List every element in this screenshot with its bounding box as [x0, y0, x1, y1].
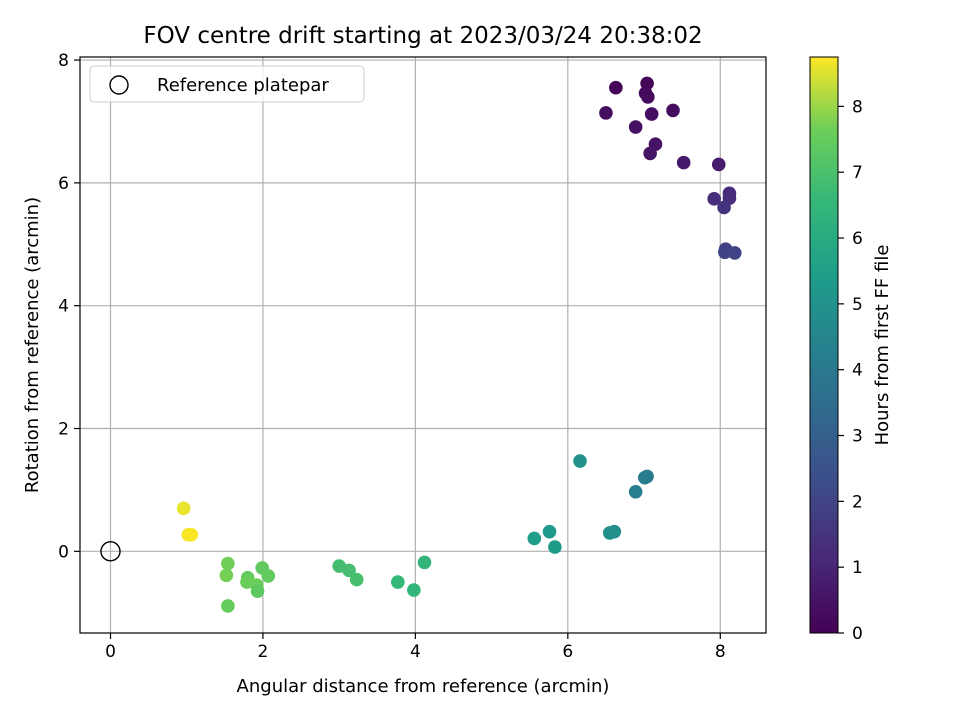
- colorbar-tick-label: 3: [852, 427, 863, 447]
- data-point: [342, 563, 356, 578]
- data-point: [219, 568, 234, 583]
- data-point: [609, 80, 623, 95]
- data-point: [221, 556, 235, 571]
- legend-marker-reference: [109, 75, 129, 95]
- scatter-points: [100, 76, 742, 613]
- plot-frame: [79, 56, 767, 634]
- data-point: [527, 531, 542, 546]
- y-tick-label: 4: [58, 297, 69, 317]
- data-point: [391, 575, 405, 589]
- colorbar-tick-label: 6: [852, 229, 863, 249]
- data-point: [184, 527, 199, 542]
- data-point: [727, 246, 742, 260]
- colorbar-tick-label: 1: [852, 558, 863, 578]
- x-tick-label: 6: [562, 642, 573, 662]
- data-point: [599, 106, 613, 120]
- data-point: [602, 526, 617, 540]
- x-axis-label: Angular distance from reference (arcmin): [237, 676, 610, 697]
- y-tick-label: 8: [58, 51, 69, 71]
- data-point: [711, 157, 726, 172]
- colorbar-tick-label: 0: [852, 624, 863, 644]
- y-axis-label: Rotation from reference (arcmin): [22, 197, 43, 493]
- y-tick-label: 6: [58, 174, 69, 194]
- y-tick-label: 0: [58, 542, 69, 562]
- data-point: [261, 569, 276, 583]
- chart-title: FOV centre drift starting at 2023/03/24 …: [143, 23, 702, 49]
- data-point: [666, 103, 680, 118]
- data-point: [628, 484, 643, 499]
- data-point: [250, 584, 265, 599]
- colorbar-tick-label: 5: [852, 295, 863, 315]
- data-point: [542, 524, 557, 539]
- data-point: [707, 192, 721, 206]
- data-point: [349, 572, 364, 587]
- x-tick-label: 0: [105, 642, 116, 662]
- legend-box: [89, 65, 365, 103]
- x-tick-label: 8: [715, 642, 726, 662]
- x-tick-label: 4: [410, 642, 421, 662]
- data-point: [676, 155, 691, 170]
- data-point: [641, 90, 655, 104]
- colorbar-tick-label: 7: [852, 163, 863, 183]
- data-point: [644, 107, 659, 121]
- colorbar-label: Hours from first FF file: [872, 245, 893, 446]
- data-point: [638, 470, 652, 485]
- y-tick-label: 2: [58, 420, 69, 440]
- data-point: [573, 454, 587, 468]
- data-point: [643, 146, 657, 161]
- data-point: [717, 200, 731, 215]
- colorbar-ticks: 0 1 2 3 4 5 6 7 8: [838, 97, 863, 644]
- data-point: [407, 583, 421, 597]
- legend-entry-reference: Reference platepar: [157, 75, 329, 96]
- x-tick-label: 2: [258, 642, 269, 662]
- reference-platepar-marker: [100, 541, 121, 562]
- colorbar-tick-label: 2: [852, 492, 863, 512]
- colorbar-tick-label: 8: [852, 97, 863, 117]
- data-point: [417, 555, 432, 570]
- colorbar: [809, 56, 839, 634]
- axis-ticks: 0 2 4 6 8 0 2 4 6 8: [58, 51, 726, 662]
- colorbar-tick-label: 4: [852, 361, 863, 381]
- grid-lines: [80, 57, 766, 633]
- data-point: [176, 501, 191, 516]
- data-point: [221, 599, 235, 613]
- legend: Reference platepar: [89, 65, 365, 103]
- data-point: [628, 120, 643, 134]
- data-point: [718, 245, 732, 260]
- data-point: [548, 540, 562, 554]
